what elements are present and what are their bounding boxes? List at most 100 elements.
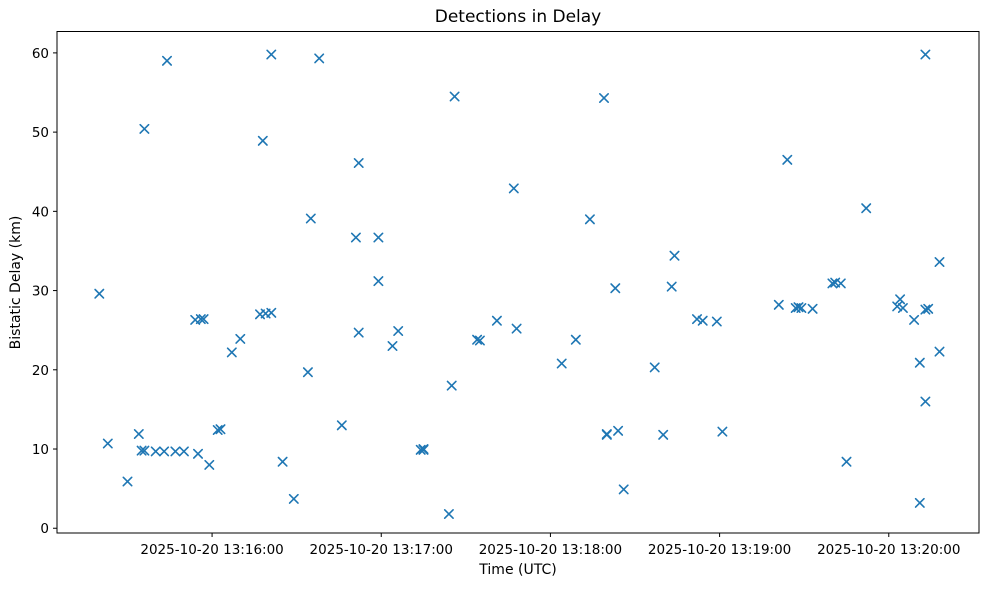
- plot-frame: [56, 31, 980, 534]
- data-point-marker: [139, 123, 150, 134]
- data-point-marker: [302, 367, 313, 378]
- data-point-marker: [94, 288, 105, 299]
- data-point-marker: [350, 232, 361, 243]
- data-point-marker: [613, 425, 624, 436]
- data-point-marker: [288, 493, 299, 504]
- data-point-marker: [934, 257, 945, 267]
- data-point-marker: [178, 446, 189, 457]
- data-point-marker: [159, 446, 170, 457]
- data-point-marker: [387, 341, 398, 351]
- y-tick-label: 0: [40, 521, 49, 537]
- data-point-marker: [139, 445, 150, 456]
- data-point-marker: [697, 315, 708, 326]
- data-point-marker: [807, 303, 818, 314]
- data-point-marker: [204, 459, 215, 470]
- data-point-marker: [133, 429, 144, 439]
- x-axis-label: Time (UTC): [478, 562, 556, 578]
- data-point-marker: [914, 497, 925, 508]
- data-point-marker: [150, 446, 161, 457]
- data-point-marker: [556, 358, 567, 369]
- data-point-marker: [895, 294, 906, 305]
- data-point-marker: [122, 476, 133, 487]
- x-tick-label: 2025-10-20 13:16:00: [140, 542, 283, 558]
- data-point-marker: [934, 346, 945, 357]
- data-point-marker: [827, 278, 838, 289]
- data-point-marker: [195, 314, 206, 325]
- data-point-marker: [170, 446, 181, 457]
- data-point-marker: [418, 444, 429, 454]
- data-point-marker: [491, 315, 502, 326]
- data-point-marker: [102, 438, 113, 449]
- data-point-marker: [353, 158, 364, 168]
- data-point-marker: [782, 154, 793, 165]
- data-point-marker: [266, 49, 277, 60]
- y-tick-label: 60: [32, 46, 49, 62]
- data-point-marker: [193, 448, 203, 459]
- data-point-marker: [601, 429, 612, 439]
- data-point-marker: [914, 357, 925, 368]
- data-point-marker: [235, 333, 246, 344]
- data-point-marker: [314, 53, 325, 64]
- data-point-marker: [669, 250, 680, 261]
- data-point-marker: [393, 326, 404, 336]
- x-tick-label: 2025-10-20 13:19:00: [648, 542, 791, 558]
- y-tick-label: 40: [32, 204, 49, 220]
- x-tick-label: 2025-10-20 13:18:00: [479, 542, 622, 558]
- y-tick-label: 50: [32, 125, 49, 141]
- data-point-marker: [861, 203, 872, 214]
- data-point-marker: [923, 303, 934, 314]
- data-point-marker: [892, 301, 903, 312]
- data-point-marker: [443, 509, 454, 519]
- chart-title: Detections in Delay: [435, 7, 602, 27]
- x-tick-label: 2025-10-20 13:17:00: [310, 542, 453, 558]
- data-point-marker: [415, 444, 426, 455]
- data-point-marker: [198, 314, 209, 325]
- data-point-marker: [353, 327, 364, 338]
- data-point-marker: [570, 334, 581, 345]
- data-point-marker: [920, 304, 931, 315]
- data-point-marker: [692, 314, 702, 325]
- data-point-marker: [796, 303, 807, 313]
- data-point-marker: [373, 276, 384, 287]
- data-point-marker: [920, 396, 931, 407]
- y-tick-label: 30: [32, 284, 49, 300]
- data-point-marker: [658, 429, 669, 440]
- data-point-marker: [474, 335, 485, 346]
- y-axis-label: Bistatic Delay (km): [8, 216, 24, 350]
- data-point-marker: [584, 214, 595, 225]
- data-point-marker: [649, 362, 660, 373]
- data-point-marker: [446, 380, 457, 391]
- y-tick-label: 20: [32, 363, 49, 379]
- data-point-marker: [599, 93, 609, 103]
- data-point-marker: [266, 307, 277, 318]
- x-tick-label: 2025-10-20 13:20:00: [817, 542, 960, 558]
- plot-area: 2025-10-20 13:16:00 2025-10-20 13:17:00 20…: [32, 31, 980, 558]
- data-point-marker: [257, 135, 268, 146]
- data-point-marker: [618, 484, 629, 495]
- data-point-marker: [472, 334, 483, 345]
- data-point-marker: [136, 445, 147, 456]
- data-point-marker: [373, 232, 384, 243]
- data-point-marker: [711, 316, 722, 327]
- data-point-marker: [610, 283, 621, 294]
- data-point-marker: [226, 347, 237, 358]
- data-point-marker: [215, 424, 226, 435]
- data-point-marker: [212, 425, 223, 435]
- data-point-marker: [511, 323, 522, 334]
- data-point-marker: [909, 314, 920, 325]
- data-point-marker: [773, 299, 784, 310]
- data-point-marker: [835, 278, 846, 289]
- data-point-marker: [449, 91, 460, 102]
- data-point-marker: [793, 302, 804, 313]
- y-tick-label: 10: [32, 442, 49, 458]
- data-point-marker: [666, 281, 677, 292]
- data-point-marker: [508, 183, 519, 194]
- data-point-marker: [897, 303, 908, 313]
- data-point-marker: [920, 49, 931, 60]
- data-point-marker: [336, 420, 347, 431]
- data-point-marker: [841, 456, 852, 467]
- data-point-marker: [277, 456, 288, 467]
- data-point-marker: [162, 55, 172, 66]
